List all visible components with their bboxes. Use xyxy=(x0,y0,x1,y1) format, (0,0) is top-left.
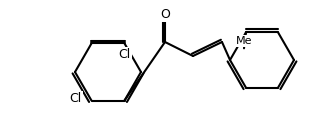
Text: O: O xyxy=(160,7,170,21)
Text: Cl: Cl xyxy=(69,92,82,105)
Text: Me: Me xyxy=(236,36,252,46)
Text: Cl: Cl xyxy=(118,48,131,61)
